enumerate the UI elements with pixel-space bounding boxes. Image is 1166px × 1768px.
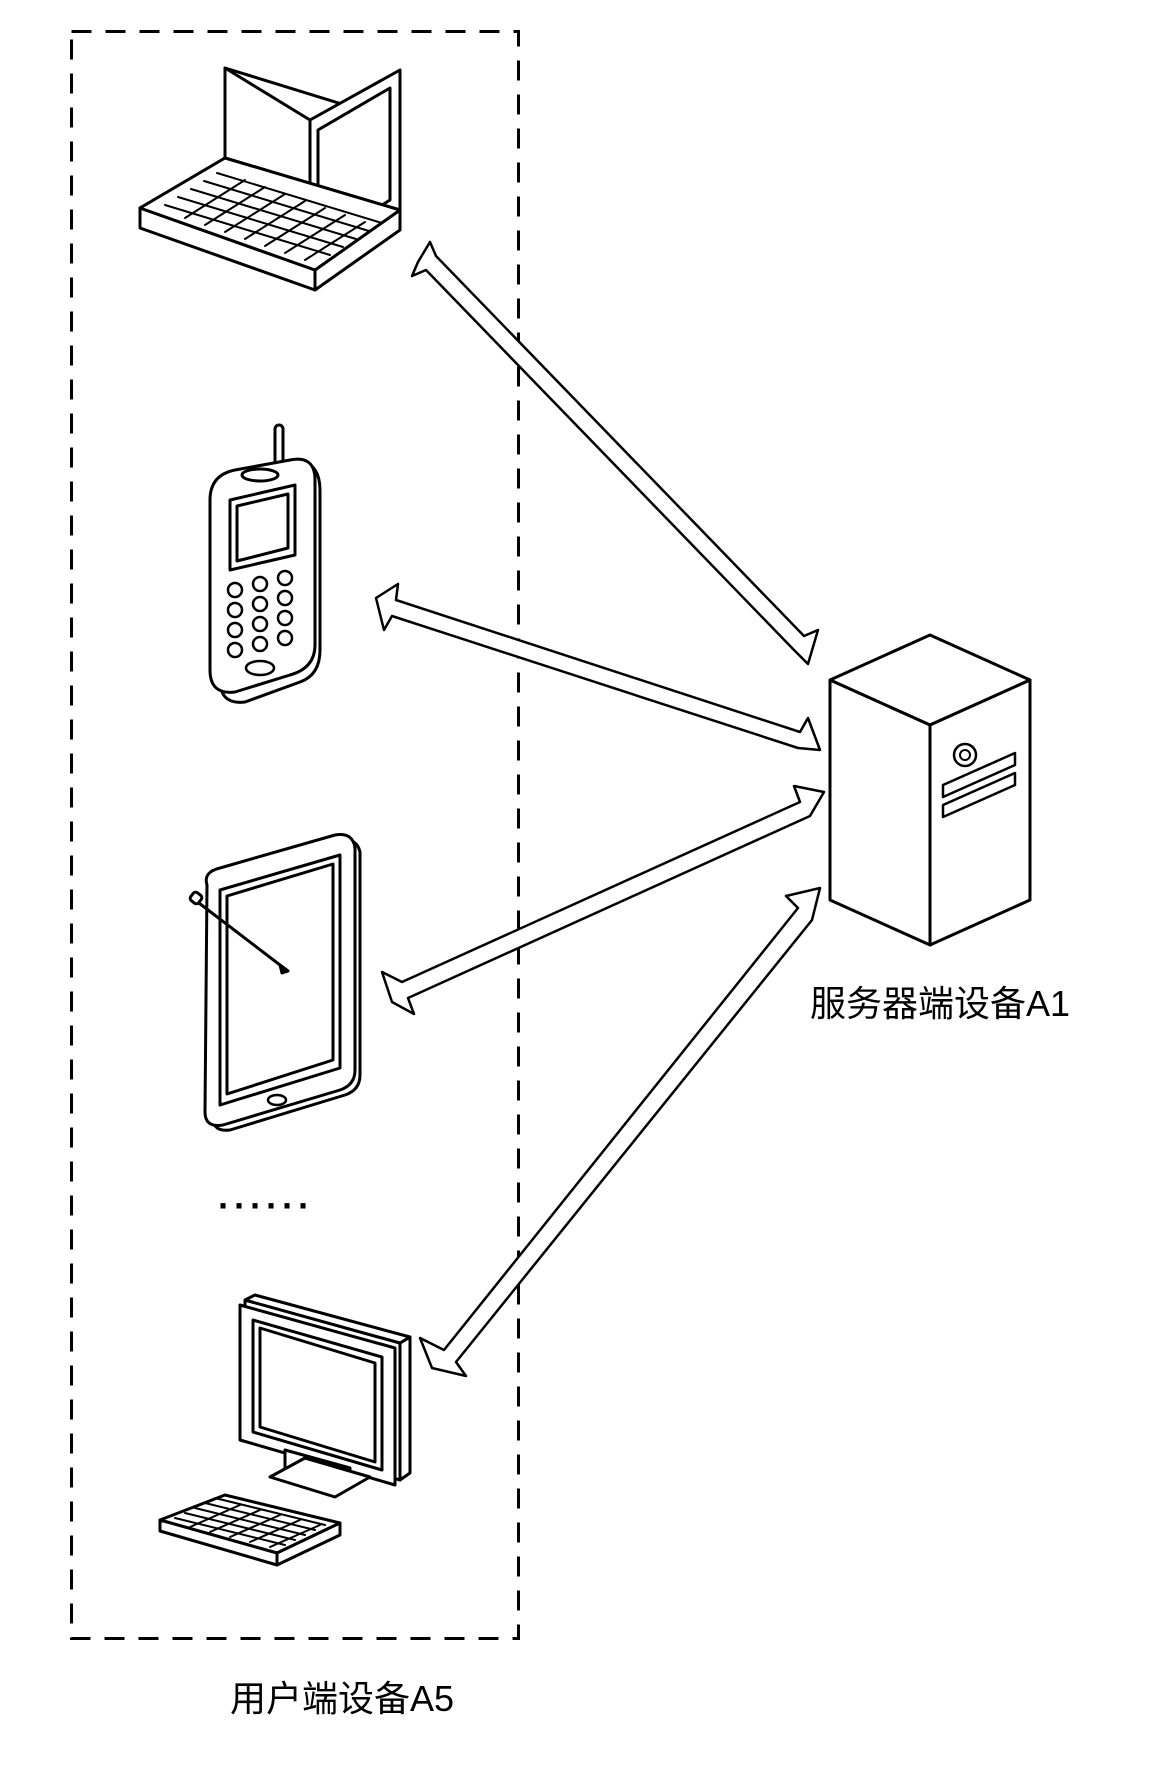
client-label: 用户端设备A5 <box>230 1670 454 1722</box>
connection-arrows <box>0 0 1166 1768</box>
server-label: 服务器端设备A1 <box>810 975 1070 1027</box>
arrow-laptop-server <box>412 242 818 664</box>
